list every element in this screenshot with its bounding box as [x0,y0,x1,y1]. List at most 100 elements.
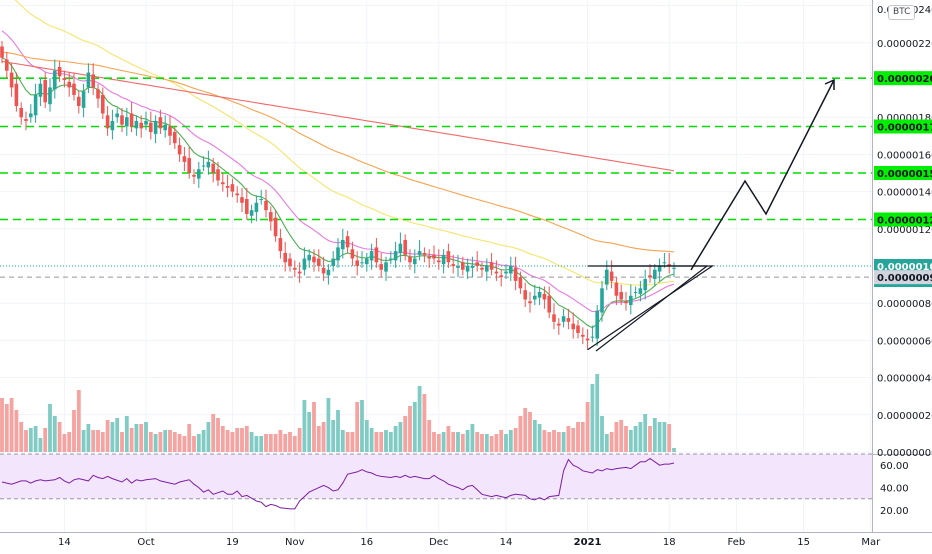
volume-bar [672,448,676,452]
volume-bar [29,428,33,452]
candle-body [216,169,220,180]
volume-bar [389,432,393,452]
volume-bar [413,402,417,452]
candle-body [307,255,311,261]
candle-body [187,158,191,173]
volume-bar [53,416,57,452]
volume-bar [87,424,91,452]
volume-bar [615,422,619,452]
candle-body [24,119,28,121]
volume-bar [159,432,163,452]
volume-bar [120,432,124,452]
volume-bar [629,430,633,452]
candle-body [327,270,331,276]
volume-bar [538,424,542,452]
candle-body [111,121,115,130]
volume-bar [72,410,76,452]
volume-bar [456,432,460,452]
candle-body [514,268,518,281]
volume-bar [115,418,119,452]
volume-bar [48,404,52,452]
candle-body [144,121,148,125]
volume-bar [15,410,19,452]
candle-body [130,113,134,126]
candle-body [432,255,436,259]
price-axis[interactable]: 0.000002400.000002200.000001800.00000160… [873,0,932,532]
volume-bar [619,420,623,452]
candle-body [29,113,33,117]
volume-bar [384,430,388,452]
candle-body [293,268,297,270]
currency-badge[interactable]: BTC [888,5,915,20]
volume-bar [34,426,38,452]
volume-bar [288,432,292,452]
volume-bar [543,430,547,452]
volume-bar [591,384,595,452]
volume-bar [250,432,254,452]
volume-bar [82,430,86,452]
price-tick-label: 0.00000140 [877,188,932,199]
price-tick-label: 0.00000080 [877,299,932,310]
volume-bar [504,434,508,452]
candle-body [619,292,623,299]
candle-body [5,60,9,71]
candle-body [639,288,643,294]
volume-bar [547,432,551,452]
time-tick-label: 15 [797,537,810,548]
volume-bar [663,422,667,452]
candle-body [43,80,47,102]
volume-bar [0,398,4,452]
candle-body [115,113,119,117]
candle-body [485,266,489,272]
volume-bar [207,422,211,452]
volume-bar [211,414,215,452]
volume-bar [96,430,100,452]
drawing-tools[interactable] [588,80,834,351]
candle-body [331,259,335,266]
price-tick-label: 0.00000040 [877,374,932,385]
volume-bar [221,426,225,452]
moving-averages [2,0,674,328]
candle-body [504,272,508,274]
candle-body [288,259,292,266]
candle-body [538,292,542,298]
volume-bar [437,434,441,452]
volume-bar [279,430,283,452]
volume-bar [351,432,355,452]
candle-body [557,324,561,326]
projection-path [691,80,834,270]
candle-body [192,175,196,177]
ma-orange-line [2,52,674,252]
candle-body [77,97,81,106]
volume-bar [149,432,153,452]
price-tick-label: 0.00000020 [877,411,932,422]
candle-body [39,84,43,97]
time-tick-label: Oct [137,537,154,548]
candle-body [519,277,523,288]
volume-bar [442,432,446,452]
horizontal-levels[interactable] [0,78,872,277]
time-tick-label: Nov [285,537,305,548]
candle-body [528,301,532,303]
time-tick-label: 14 [500,537,513,548]
candle-body [336,247,340,260]
volume-bar [317,426,321,452]
volume-bar [240,428,244,452]
volume-bar [451,432,455,452]
candle-body [375,247,379,262]
candle-body [58,67,62,76]
candle-body [490,262,494,269]
volume-bar [466,430,470,452]
candle-body [495,272,499,274]
candle-body [101,95,105,114]
volume-bar [365,420,369,452]
candle-body [10,73,14,88]
volume-bar [135,424,139,452]
volume-bar [327,398,331,452]
candle-body [48,87,52,104]
candle-body [394,251,398,260]
candle-body [351,249,355,258]
